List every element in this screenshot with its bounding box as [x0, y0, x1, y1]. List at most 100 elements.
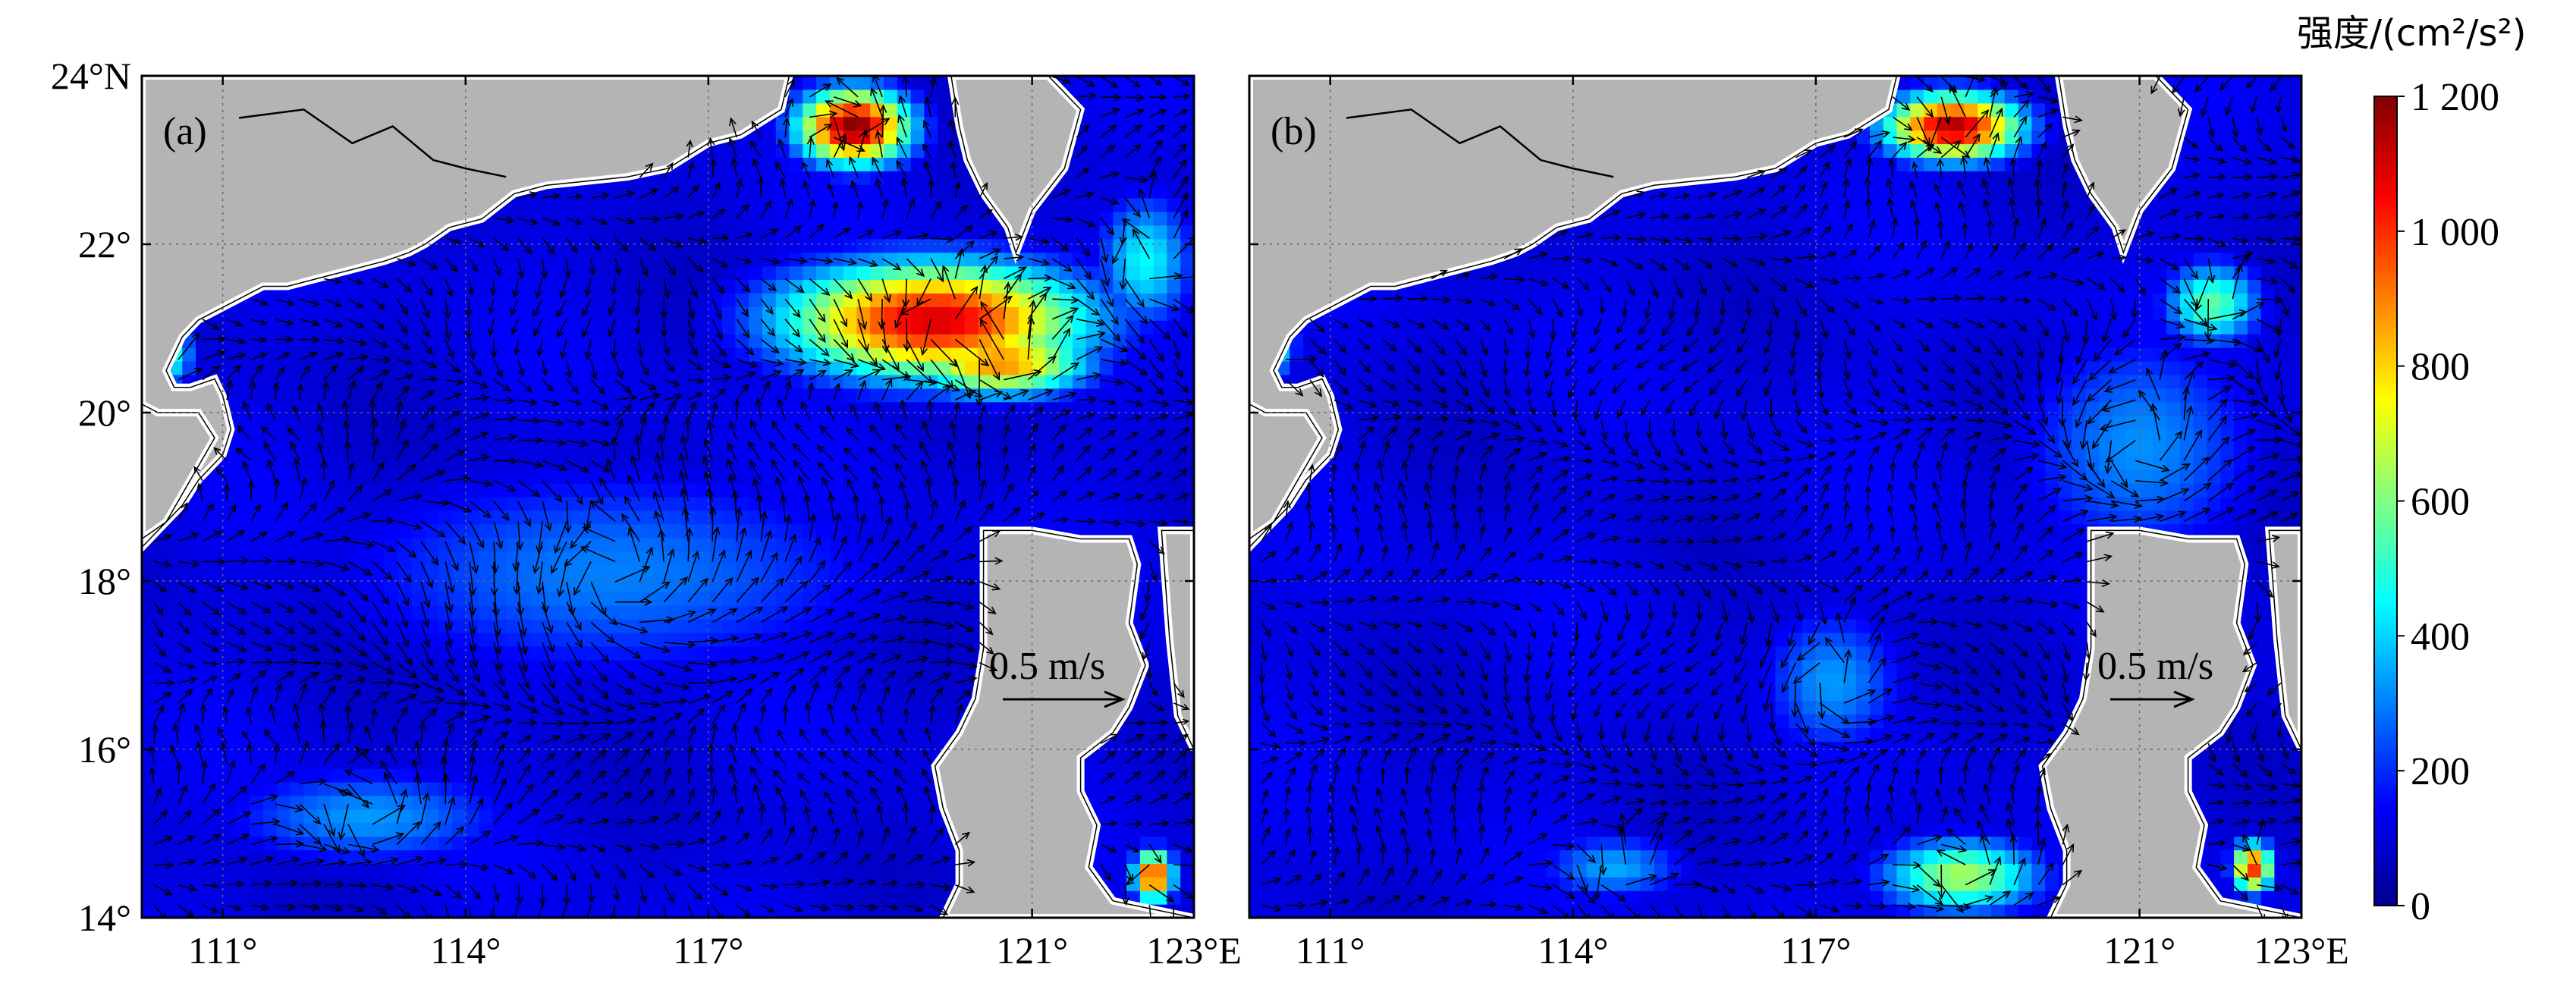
field-cell	[250, 497, 264, 511]
field-cell	[1153, 809, 1168, 824]
field-cell	[600, 564, 614, 579]
field-cell	[357, 619, 372, 633]
field-cell	[991, 415, 1006, 430]
field-cell	[775, 564, 790, 579]
field-cell	[452, 320, 467, 334]
field-cell	[276, 686, 291, 702]
field-cell	[371, 578, 385, 592]
field-cell	[654, 822, 669, 837]
field-cell	[600, 198, 614, 212]
field-cell	[492, 578, 507, 592]
field-cell	[546, 198, 561, 212]
field-cell	[519, 564, 534, 579]
field-cell	[479, 279, 493, 294]
field-cell	[1139, 497, 1154, 511]
field-cell	[762, 659, 777, 674]
field-cell	[330, 523, 345, 539]
field-cell	[276, 768, 291, 783]
field-cell	[1126, 252, 1141, 267]
field-cell	[1005, 320, 1019, 334]
field-cell	[1153, 741, 1168, 755]
field-cell	[1099, 523, 1114, 539]
field-cell	[950, 279, 966, 294]
field-cell	[843, 673, 858, 688]
field-cell	[803, 782, 817, 796]
field-cell	[492, 727, 507, 742]
field-cell	[452, 483, 467, 498]
field-cell	[897, 510, 912, 525]
field-cell	[303, 456, 318, 470]
field-cell	[479, 700, 493, 714]
field-cell	[681, 849, 696, 864]
field-cell	[897, 836, 912, 851]
field-cell	[1153, 279, 1168, 294]
field-cell	[276, 741, 291, 755]
field-cell	[1180, 252, 1194, 267]
field-cell	[438, 374, 453, 389]
field-cell	[803, 849, 817, 864]
field-cell	[924, 741, 938, 755]
field-cell	[1018, 361, 1033, 375]
field-cell	[290, 673, 304, 688]
field-cell	[762, 537, 777, 552]
field-cell	[438, 442, 453, 457]
field-cell	[938, 605, 952, 620]
field-cell	[829, 659, 844, 674]
field-cell	[532, 741, 548, 755]
field-cell	[708, 822, 723, 837]
field-cell	[924, 673, 938, 688]
field-cell	[910, 401, 925, 416]
field-cell	[910, 755, 925, 769]
field-cell	[816, 143, 831, 158]
field-cell	[735, 700, 749, 714]
field-cell	[397, 727, 413, 742]
field-cell	[438, 537, 453, 552]
field-cell	[614, 592, 628, 606]
field-cell	[654, 605, 669, 620]
field-cell	[1139, 279, 1154, 294]
field-cell	[196, 523, 210, 539]
field-cell	[803, 429, 817, 443]
field-cell	[492, 334, 507, 348]
field-cell	[250, 890, 264, 905]
field-cell	[397, 904, 413, 918]
field-cell	[546, 469, 561, 484]
field-cell	[573, 361, 588, 375]
field-cell	[749, 198, 763, 212]
field-cell	[789, 212, 803, 226]
field-cell	[1045, 497, 1060, 511]
field-cell	[209, 673, 224, 688]
field-cell	[560, 633, 574, 647]
field-cell	[938, 551, 952, 566]
field-cell	[573, 252, 588, 267]
field-cell	[357, 822, 372, 837]
field-cell	[816, 238, 831, 253]
field-cell	[803, 578, 817, 592]
field-cell	[1167, 306, 1181, 321]
field-cell	[1153, 89, 1168, 104]
field-cell	[465, 877, 480, 891]
field-cell	[519, 768, 534, 783]
field-cell	[303, 645, 318, 661]
field-cell	[452, 279, 467, 294]
field-cell	[749, 755, 763, 769]
field-cell	[411, 374, 426, 389]
field-cell	[506, 904, 520, 918]
field-cell	[317, 890, 331, 905]
field-cell	[1073, 429, 1087, 443]
field-cell	[438, 510, 453, 525]
field-cell	[317, 551, 331, 566]
field-cell	[438, 361, 453, 375]
field-cell	[452, 592, 467, 606]
field-cell	[640, 849, 655, 864]
field-cell	[1139, 442, 1154, 457]
field-cell	[222, 741, 237, 755]
field-cell	[236, 795, 250, 810]
field-cell	[950, 510, 966, 525]
field-cell	[573, 822, 588, 837]
field-cell	[695, 225, 709, 240]
field-cell	[452, 659, 467, 674]
field-cell	[560, 645, 574, 661]
field-cell	[1099, 849, 1114, 864]
field-cell	[371, 510, 385, 525]
